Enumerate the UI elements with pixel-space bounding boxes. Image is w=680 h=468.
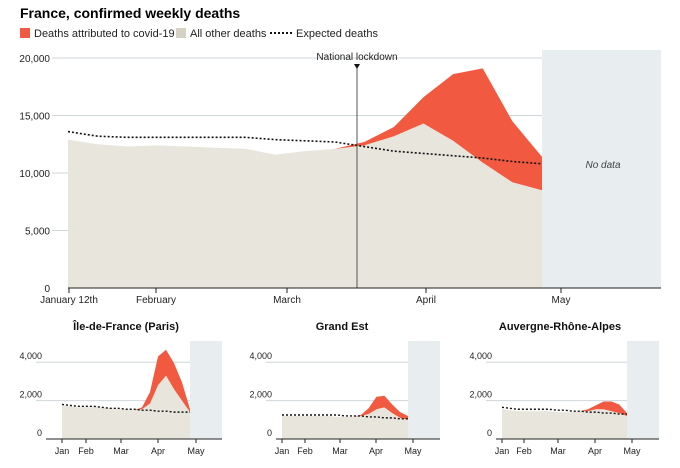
- y-tick-label: 4,000: [469, 351, 492, 361]
- no-data-region: [627, 341, 659, 439]
- x-tick-label: Feb: [297, 446, 313, 456]
- y-tick-label: 20,000: [19, 54, 50, 65]
- lockdown-arrow: [354, 64, 360, 69]
- x-tick-label: Apr: [369, 446, 383, 456]
- y-tick-label: 2,000: [249, 390, 272, 400]
- x-tick-label: May: [552, 295, 571, 306]
- panel-ile-de-france: Île-de-France (Paris) 4,000 2,000 0 Jan Feb M…: [19, 320, 222, 456]
- area-covid-deaths: [502, 401, 627, 416]
- x-tick-label: May: [404, 446, 422, 456]
- area-all-other-deaths: [68, 123, 542, 288]
- x-tick-label: Apr: [151, 446, 165, 456]
- x-tick-label: May: [623, 446, 641, 456]
- x-tick-label: February: [136, 295, 176, 306]
- x-tick-label: Jan: [495, 446, 510, 456]
- y-tick-label: 0: [37, 428, 42, 438]
- no-data-region: [408, 341, 440, 439]
- y-tick-label: 5,000: [25, 227, 50, 238]
- x-tick-label: Jan: [55, 446, 70, 456]
- legend-swatch-other: [176, 28, 186, 38]
- y-tick-label: 0: [487, 428, 492, 438]
- lockdown-label: National lockdown: [316, 52, 397, 63]
- x-tick-label: Jan: [275, 446, 290, 456]
- x-tick-label: Feb: [516, 446, 532, 456]
- legend: Deaths attributed to covid-19 All other …: [20, 28, 378, 40]
- x-tick-label: March: [273, 295, 301, 306]
- no-data-region: [190, 341, 222, 439]
- x-tick-label: April: [416, 295, 436, 306]
- no-data-region: [542, 50, 661, 288]
- area-all-other-deaths: [282, 407, 408, 439]
- area-all-other-deaths: [502, 409, 627, 439]
- legend-label-covid: Deaths attributed to covid-19: [34, 28, 175, 40]
- area-all-other-deaths: [62, 375, 190, 439]
- y-tick-label: 2,000: [469, 390, 492, 400]
- legend-label-expected: Expected deaths: [296, 28, 378, 40]
- x-tick-label: May: [187, 446, 205, 456]
- panel-title-ile-de-france: Île-de-France (Paris): [72, 320, 179, 333]
- panel-title-grand-est: Grand Est: [316, 321, 369, 333]
- legend-label-other: All other deaths: [190, 28, 267, 40]
- line-expected-deaths: [501, 406, 627, 415]
- x-tick-label: Apr: [588, 446, 602, 456]
- y-tick-label: 10,000: [19, 169, 50, 180]
- panel-title-auvergne-rhone-alpes: Auvergne-Rhône-Alpes: [499, 321, 621, 333]
- x-tick-label: Feb: [78, 446, 94, 456]
- no-data-label: No data: [585, 160, 620, 171]
- y-tick-label: 4,000: [19, 351, 42, 361]
- x-tick-label: January 12th: [40, 295, 98, 306]
- x-tick-label: Mar: [332, 446, 348, 456]
- area-covid-deaths: [68, 68, 542, 191]
- y-tick-label: 15,000: [19, 112, 50, 123]
- area-covid-deaths: [62, 349, 190, 413]
- y-tick-label: 0: [267, 428, 272, 438]
- y-tick-label: 4,000: [249, 351, 272, 361]
- y-tick-label: 0: [44, 284, 50, 295]
- chart-title: France, confirmed weekly deaths: [20, 5, 240, 21]
- line-expected-deaths: [282, 414, 408, 420]
- line-expected-deaths: [61, 403, 190, 413]
- legend-swatch-covid: [20, 28, 30, 38]
- x-tick-label: Mar: [550, 446, 566, 456]
- main-chart: No data National lockdown January 12th Fe…: [19, 50, 661, 306]
- y-tick-label: 2,000: [19, 390, 42, 400]
- x-tick-label: Mar: [113, 446, 129, 456]
- area-covid-deaths: [282, 395, 408, 420]
- line-expected-deaths: [67, 130, 543, 165]
